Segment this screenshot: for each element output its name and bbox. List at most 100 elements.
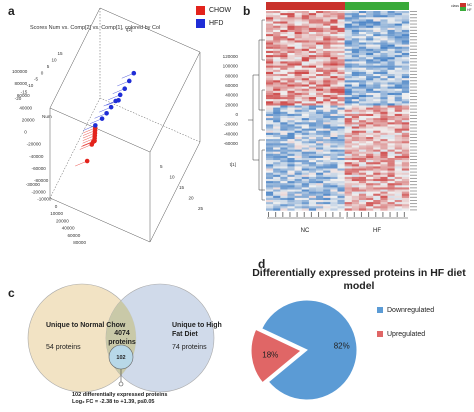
- heatmap-cell: [294, 147, 302, 150]
- venn-center-title: 4074 proteins: [108, 330, 136, 346]
- heatmap-cell: [366, 139, 374, 142]
- heatmap-cell: [351, 164, 360, 167]
- heatmap-cell: [330, 84, 338, 87]
- heatmap-cell: [301, 185, 310, 188]
- heatmap-cell: [351, 11, 360, 14]
- row-label-mark: [410, 42, 417, 44]
- heatmap-cell: [273, 200, 281, 203]
- heatmap-cell: [401, 162, 410, 165]
- row-label-mark: [410, 111, 417, 113]
- heatmap-cell: [387, 181, 395, 184]
- heatmap-cell: [280, 84, 288, 87]
- heatmap-cell: [366, 97, 374, 100]
- heatmap-cell: [273, 84, 281, 87]
- heatmap-cell: [308, 132, 317, 136]
- heatmap-cell: [344, 111, 352, 115]
- heatmap-cell: [358, 145, 367, 148]
- heatmap-cell: [301, 172, 310, 175]
- heatmap-cell: [273, 168, 281, 171]
- heatmap-cell: [323, 158, 331, 161]
- heatmap-cell: [394, 195, 403, 199]
- tick-bottom: -30000: [26, 182, 41, 187]
- heatmap-cell: [337, 23, 345, 26]
- heatmap-cell: [323, 40, 331, 43]
- heatmap-cell: [308, 189, 317, 192]
- heatmap-cell: [294, 25, 302, 28]
- heatmap-cell: [380, 32, 388, 35]
- heatmap-cell: [351, 109, 360, 112]
- heatmap-cell: [337, 183, 345, 186]
- heatmap-cell: [294, 42, 302, 45]
- heatmap-cell: [308, 170, 317, 173]
- heatmap-cell: [287, 168, 295, 171]
- heatmap-cell: [373, 59, 381, 62]
- heatmap-cell: [294, 40, 302, 43]
- heatmap-cell: [287, 189, 295, 192]
- heatmap-cell: [316, 191, 324, 194]
- heatmap-cell: [316, 74, 324, 77]
- heatmap-cell: [294, 50, 302, 54]
- heatmap-cell: [373, 29, 381, 33]
- heatmap-cell: [287, 107, 295, 110]
- heatmap-cell: [287, 92, 295, 96]
- heatmap-cell: [266, 46, 274, 49]
- heatmap-cell: [308, 111, 317, 115]
- heatmap-cell: [344, 78, 352, 81]
- heatmap-cell: [301, 61, 310, 64]
- heatmap-cell: [323, 55, 331, 58]
- heatmap-cell: [316, 139, 324, 142]
- heatmap-cell: [301, 95, 310, 98]
- heatmap-cell: [330, 105, 338, 108]
- heatmap-cell: [330, 86, 338, 89]
- heatmap-cell: [394, 183, 403, 186]
- heatmap-cell: [373, 137, 381, 140]
- heatmap-cell: [280, 105, 288, 108]
- heatmap-cell: [366, 147, 374, 150]
- heatmap-cell: [394, 48, 403, 52]
- heatmap-cell: [344, 181, 352, 184]
- heatmap-cell: [373, 90, 381, 94]
- row-label-mark: [410, 80, 417, 82]
- heatmap-cell: [387, 204, 395, 207]
- heatmap-cell: [323, 92, 331, 96]
- heatmap-cell: [301, 23, 310, 26]
- heatmap-cell: [373, 15, 381, 18]
- heatmap-cell: [337, 44, 345, 47]
- heatmap-cell: [358, 19, 367, 22]
- heatmap-cell: [401, 141, 410, 144]
- heatmap-class-bar-nc: [266, 2, 345, 10]
- heatmap-cell: [351, 168, 360, 171]
- heatmap-cell: [294, 105, 302, 108]
- row-label-mark: [410, 36, 417, 38]
- row-label-mark: [410, 165, 417, 167]
- heatmap-cell: [280, 74, 288, 77]
- heatmap-cell: [366, 179, 374, 182]
- heatmap-cell: [401, 189, 410, 192]
- heatmap-cell: [394, 84, 403, 87]
- heatmap-cell: [266, 105, 274, 108]
- heatmap-cell: [394, 38, 403, 41]
- tick-left: -5: [34, 77, 39, 82]
- col-label-mark: [403, 212, 405, 217]
- heatmap-cell: [308, 176, 317, 180]
- heatmap-cell: [323, 103, 331, 106]
- heatmap-cell: [351, 128, 360, 131]
- scatter-point-hfd: [131, 70, 137, 76]
- heatmap-cell: [316, 105, 324, 108]
- scatter3d-title: Scores Num vs. Comp[2] vs. Comp[1], colo…: [30, 25, 160, 31]
- heatmap-cell: [287, 137, 295, 140]
- heatmap-cell: [394, 168, 403, 171]
- heatmap-cell: [387, 15, 395, 18]
- row-label-mark: [410, 149, 417, 151]
- heatmap-cell: [373, 109, 381, 112]
- heatmap-cell: [380, 107, 388, 110]
- heatmap-cell: [301, 103, 310, 106]
- row-label-mark: [410, 92, 417, 94]
- tick-right: 40000: [225, 93, 238, 98]
- heatmap-cell: [401, 107, 410, 110]
- heatmap-cell: [394, 82, 403, 85]
- heatmap-cell: [401, 67, 410, 70]
- heatmap-cell: [344, 48, 352, 52]
- heatmap-cell: [323, 208, 331, 211]
- heatmap-cell: [373, 145, 381, 148]
